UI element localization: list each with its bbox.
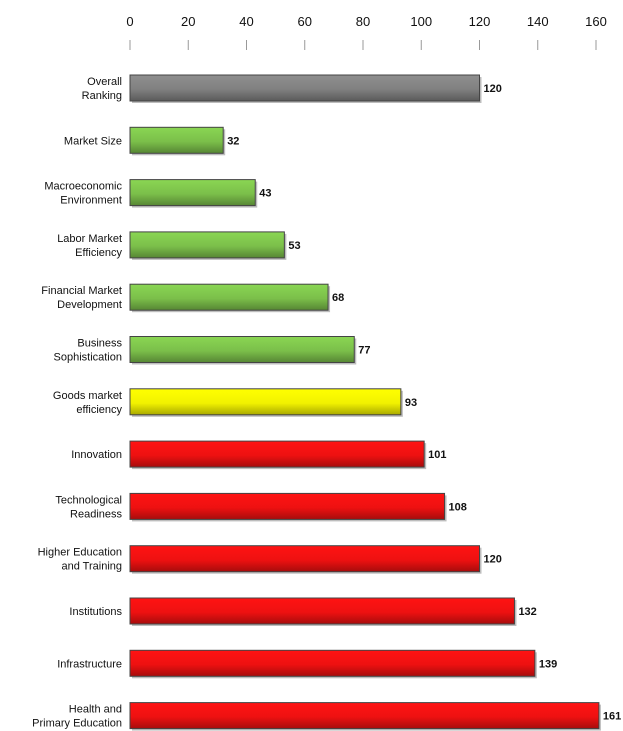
category-label: Innovation: [71, 449, 122, 461]
x-tick-label-20: 20: [181, 14, 195, 29]
category-label: Higher Education and Training: [38, 547, 122, 573]
labels: 120 Overall Ranking 32 Market Size 43 Macroeco…: [32, 76, 621, 730]
x-tick-label-40: 40: [239, 14, 253, 29]
x-tick-label-60: 60: [298, 14, 312, 29]
bar: [129, 126, 224, 154]
bar-value-label: 161: [603, 711, 621, 723]
bar: [129, 388, 402, 416]
bar: [129, 702, 600, 730]
category-label: Infrastructure: [57, 658, 122, 670]
bar: [129, 336, 355, 363]
bar-value-label: 108: [449, 501, 467, 513]
bar: [129, 74, 480, 102]
x-tick-label-120: 120: [469, 14, 491, 29]
x-tick-label-160: 160: [585, 14, 607, 29]
category-label: Financial Market Development: [41, 285, 122, 311]
bar-value-label: 53: [288, 240, 300, 252]
bar: [129, 597, 515, 625]
category-label: Overall Ranking: [82, 76, 122, 102]
bars: [129, 74, 601, 731]
category-label: Labor Market Efficiency: [57, 233, 122, 259]
category-label: Health and Primary Education: [32, 704, 122, 730]
bar-value-label: 120: [484, 554, 502, 566]
bar-value-label: 43: [259, 188, 271, 200]
bar-value-label: 132: [518, 606, 536, 618]
x-tick-label-0: 0: [126, 14, 133, 29]
bar-value-label: 32: [227, 135, 239, 147]
bar: [129, 545, 480, 573]
bar: [129, 231, 285, 259]
x-tick-label-80: 80: [356, 14, 370, 29]
category-label: Market Size: [64, 135, 122, 147]
bar: [129, 649, 536, 677]
x-axis: 0 20 40 60 80 100 120 140 160: [126, 14, 607, 50]
bar-value-label: 120: [484, 83, 502, 95]
bar: [129, 492, 446, 520]
bar: [129, 283, 329, 311]
category-label: Macroeconomic Environment: [44, 181, 122, 207]
category-label: Technological Readiness: [55, 494, 122, 520]
bar-value-label: 93: [405, 397, 417, 409]
bar: [129, 440, 425, 468]
bar-value-label: 68: [332, 292, 344, 304]
x-tick-label-100: 100: [410, 14, 432, 29]
bar-value-label: 101: [428, 449, 446, 461]
category-label: Institutions: [69, 606, 122, 618]
bar-value-label: 139: [539, 658, 557, 670]
category-label: Goods market efficiency: [53, 390, 123, 416]
x-tick-label-140: 140: [527, 14, 549, 29]
bar: [129, 179, 256, 207]
bar-value-label: 77: [358, 345, 370, 357]
category-label: Business Sophistication: [54, 338, 123, 364]
